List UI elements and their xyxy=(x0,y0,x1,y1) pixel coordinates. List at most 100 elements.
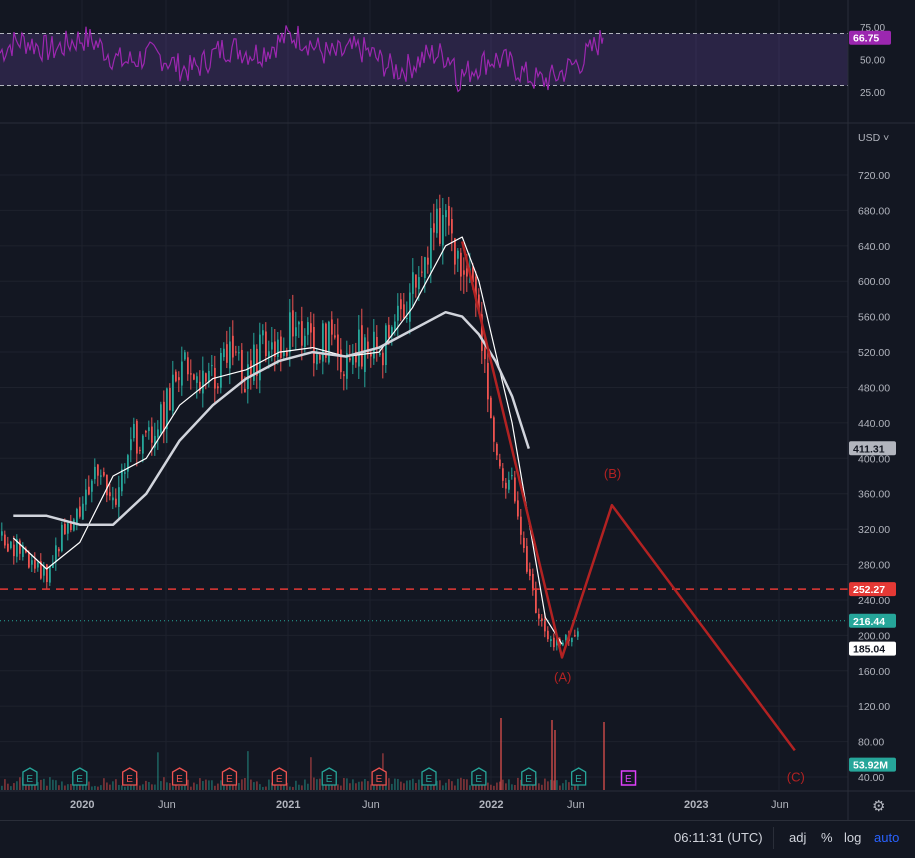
candle-body xyxy=(286,351,288,356)
candle-body xyxy=(541,618,543,621)
status-bar: 06:11:31 (UTC) adj % log auto xyxy=(0,820,915,858)
candle-body xyxy=(145,430,147,433)
candle-body xyxy=(502,468,504,481)
volume-bar xyxy=(466,779,468,790)
volume-bar xyxy=(58,785,60,790)
candle-body xyxy=(94,466,96,480)
price-tick-label: 720.00 xyxy=(858,170,890,182)
price-tag-label: 252.27 xyxy=(853,584,885,596)
adj-toggle[interactable]: adj xyxy=(789,830,807,845)
price-tick-label: 80.00 xyxy=(858,737,884,749)
candle-body xyxy=(79,506,81,517)
candle-body xyxy=(262,330,264,336)
candle-body xyxy=(172,374,174,412)
candle-body xyxy=(37,562,39,568)
candle-body xyxy=(199,381,201,391)
earnings-marker: E xyxy=(221,767,238,786)
earnings-marker: E xyxy=(122,767,138,786)
volume-spike xyxy=(500,718,502,790)
volume-bar xyxy=(169,783,171,790)
candle-body xyxy=(400,299,402,310)
candle-body xyxy=(187,357,189,375)
earnings-marker: E xyxy=(521,767,537,786)
candle-body xyxy=(115,498,117,505)
candle-body xyxy=(157,429,159,438)
volume-bar xyxy=(247,751,249,790)
candle-body xyxy=(112,497,114,501)
volume-bar xyxy=(91,786,93,790)
candle-body xyxy=(118,487,120,507)
rsi-value-tag xyxy=(849,30,891,45)
volume-bar xyxy=(211,780,213,790)
volume-bar xyxy=(547,781,549,790)
candle-body xyxy=(547,630,549,640)
volume-bar xyxy=(361,781,363,790)
volume-bar xyxy=(490,784,492,790)
earnings-marker: E xyxy=(620,770,637,786)
volume-bar xyxy=(190,786,192,790)
candle-body xyxy=(451,219,453,234)
volume-bar xyxy=(565,779,567,790)
price-tick-label: 160.00 xyxy=(858,666,890,678)
auto-scale-toggle[interactable]: auto xyxy=(874,830,900,845)
volume-bar xyxy=(19,777,21,790)
candle-body xyxy=(484,347,486,360)
volume-bar xyxy=(184,785,186,790)
earnings-badge xyxy=(421,767,437,786)
volume-bar xyxy=(430,782,432,790)
candle-body xyxy=(121,469,123,492)
volume-bar xyxy=(172,786,174,790)
log-scale-toggle[interactable]: log xyxy=(844,830,862,845)
candle-body xyxy=(196,376,198,383)
volume-bar xyxy=(424,786,426,790)
candle-body xyxy=(454,238,456,265)
chart-canvas[interactable]: 75.00 50.00 25.00 66.75 (A) (B) (C) 720.00 680… xyxy=(0,0,915,820)
candle-body xyxy=(517,500,519,517)
earnings-badge xyxy=(171,767,188,786)
volume-bar xyxy=(241,779,243,790)
volume-bar xyxy=(388,778,390,790)
candle-body xyxy=(277,339,279,358)
time-tick-label: 2020 xyxy=(70,799,94,811)
volume-bar xyxy=(271,782,273,790)
settings-icon[interactable]: ⚙ xyxy=(872,798,885,815)
candle-body xyxy=(526,546,528,572)
volume-bar xyxy=(85,784,87,790)
volume-bar xyxy=(499,781,501,790)
volume-bar xyxy=(346,778,348,790)
volume-bar xyxy=(340,785,342,790)
candle-body xyxy=(43,565,45,576)
volume-bar xyxy=(151,784,153,790)
earnings-badge xyxy=(22,767,38,786)
volume-bar xyxy=(493,785,495,790)
time-tick-label: Jun xyxy=(158,799,176,811)
volume-bar xyxy=(571,786,573,790)
volume-bar xyxy=(217,783,219,790)
volume-bar xyxy=(394,778,396,790)
candle-body xyxy=(16,539,18,557)
volume-bar xyxy=(310,757,312,790)
candle-body xyxy=(343,374,345,377)
volume-bar xyxy=(364,779,366,790)
volume-bar xyxy=(559,785,561,790)
candle-body xyxy=(103,472,105,476)
volume-bar xyxy=(121,785,123,790)
earnings-badge xyxy=(321,767,337,786)
time-tick-label: 2022 xyxy=(479,799,503,811)
earnings-letter: E xyxy=(525,774,532,785)
price-tick-label: 600.00 xyxy=(858,276,890,288)
volume-bar xyxy=(73,781,75,790)
volume-bar xyxy=(514,784,516,790)
candle-body xyxy=(91,480,93,492)
earnings-badge xyxy=(471,767,487,786)
percent-scale-toggle[interactable]: % xyxy=(821,830,833,845)
volume-bar xyxy=(436,780,438,790)
volume-bar xyxy=(259,784,261,790)
volume-bar xyxy=(1,785,3,790)
volume-bar xyxy=(265,786,267,790)
candle-body xyxy=(256,348,258,376)
candle-body xyxy=(424,257,426,279)
candle-body xyxy=(358,329,360,367)
volume-bar xyxy=(295,780,297,790)
time-tick-label: 2021 xyxy=(276,799,300,811)
